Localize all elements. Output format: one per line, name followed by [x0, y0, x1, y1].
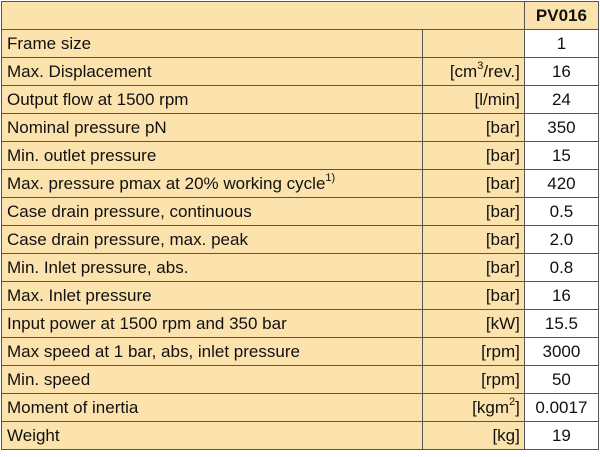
table-row: Max. pressure pmax at 20% working cycle1…	[1, 169, 600, 198]
row-unit: [kW]	[421, 309, 525, 338]
table-row: Nominal pressure pN [bar] 350	[1, 113, 600, 142]
row-label: Weight	[1, 421, 423, 450]
table-header-row: PV016	[1, 1, 600, 30]
unit-text: ]	[515, 398, 520, 417]
row-unit	[421, 29, 525, 58]
unit-text: [kgm	[472, 398, 509, 417]
row-label: Input power at 1500 rpm and 350 bar	[1, 309, 423, 338]
row-value: 15.5	[523, 309, 600, 338]
row-unit: [kg]	[421, 421, 525, 450]
label-text: Max. pressure pmax at 20% working cycle	[7, 174, 326, 193]
footnote-marker: 1)	[325, 172, 336, 185]
row-value: 0.5	[523, 197, 600, 226]
row-label: Max speed at 1 bar, abs, inlet pressure	[1, 337, 423, 366]
row-unit: [bar]	[421, 197, 525, 226]
table-row: Output flow at 1500 rpm [l/min] 24	[1, 85, 600, 114]
row-label: Moment of inertia	[1, 393, 423, 422]
table-row: Case drain pressure, continuous [bar] 0.…	[1, 197, 600, 226]
table-row: Weight [kg] 19	[1, 421, 600, 450]
row-unit: [rpm]	[421, 365, 525, 394]
row-value: 1	[523, 29, 600, 58]
row-label: Case drain pressure, continuous	[1, 197, 423, 226]
table-row: Case drain pressure, max. peak [bar] 2.0	[1, 225, 600, 254]
row-label: Output flow at 1500 rpm	[1, 85, 423, 114]
row-label: Min. speed	[1, 365, 423, 394]
row-unit: [bar]	[421, 281, 525, 310]
table-row: Min. Inlet pressure, abs. [bar] 0.8	[1, 253, 600, 282]
row-value: 350	[523, 113, 600, 142]
row-label: Frame size	[1, 29, 423, 58]
header-blank-cell	[1, 1, 525, 30]
table-row: Moment of inertia [kgm2] 0.0017	[1, 393, 600, 422]
model-header: PV016	[523, 1, 600, 30]
row-value: 3000	[523, 337, 600, 366]
row-value: 19	[523, 421, 600, 450]
row-unit: [bar]	[421, 141, 525, 170]
unit-superscript: 3	[477, 60, 484, 73]
unit-text: [cm	[449, 62, 478, 81]
row-value: 16	[523, 57, 600, 86]
row-value: 0.8	[523, 253, 600, 282]
row-unit: [l/min]	[421, 85, 525, 114]
row-unit: [kgm2]	[421, 393, 525, 422]
table-row: Min. outlet pressure [bar] 15	[1, 141, 600, 170]
row-label: Min. outlet pressure	[1, 141, 423, 170]
row-unit: [bar]	[421, 225, 525, 254]
table-row: Frame size 1	[1, 29, 600, 58]
table-row: Max. Inlet pressure [bar] 16	[1, 281, 600, 310]
row-label: Min. Inlet pressure, abs.	[1, 253, 423, 282]
table-row: Max. Displacement [cm3/rev.] 16	[1, 57, 600, 86]
row-label: Max. Displacement	[1, 57, 423, 86]
row-label: Max. pressure pmax at 20% working cycle1…	[1, 169, 423, 198]
row-value: 0.0017	[523, 393, 600, 422]
table-row: Input power at 1500 rpm and 350 bar [kW]…	[1, 309, 600, 338]
row-value: 2.0	[523, 225, 600, 254]
unit-superscript: 2	[509, 396, 516, 409]
row-value: 24	[523, 85, 600, 114]
unit-text: /rev.]	[483, 62, 520, 81]
row-value: 15	[523, 141, 600, 170]
row-unit: [bar]	[421, 253, 525, 282]
row-unit: [bar]	[421, 113, 525, 142]
row-unit: [rpm]	[421, 337, 525, 366]
row-value: 16	[523, 281, 600, 310]
row-value: 420	[523, 169, 600, 198]
table-row: Max speed at 1 bar, abs, inlet pressure …	[1, 337, 600, 366]
row-label: Max. Inlet pressure	[1, 281, 423, 310]
row-label: Nominal pressure pN	[1, 113, 423, 142]
row-unit: [cm3/rev.]	[421, 57, 525, 86]
row-value: 50	[523, 365, 600, 394]
row-unit: [bar]	[421, 169, 525, 198]
table-row: Min. speed [rpm] 50	[1, 365, 600, 394]
row-label: Case drain pressure, max. peak	[1, 225, 423, 254]
